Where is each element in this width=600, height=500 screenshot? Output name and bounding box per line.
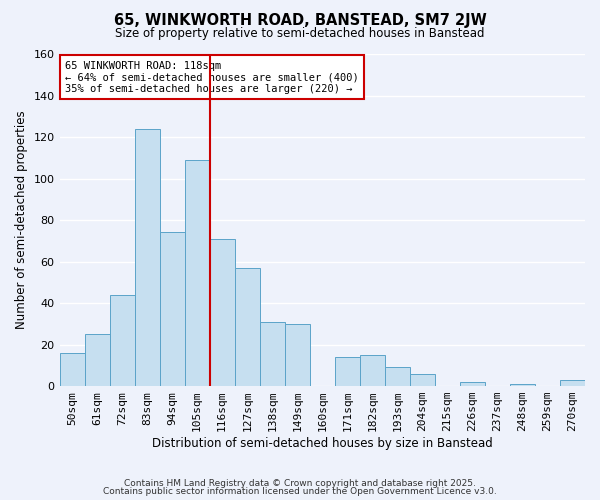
Bar xyxy=(235,268,260,386)
Bar xyxy=(285,324,310,386)
Bar xyxy=(360,355,385,386)
Bar xyxy=(110,295,134,386)
Bar xyxy=(209,238,235,386)
Bar xyxy=(510,384,535,386)
Bar xyxy=(160,232,185,386)
X-axis label: Distribution of semi-detached houses by size in Banstead: Distribution of semi-detached houses by … xyxy=(152,437,493,450)
Bar xyxy=(410,374,435,386)
Text: 65 WINKWORTH ROAD: 118sqm
← 64% of semi-detached houses are smaller (400)
35% of: 65 WINKWORTH ROAD: 118sqm ← 64% of semi-… xyxy=(65,60,359,94)
Bar xyxy=(560,380,585,386)
Text: 65, WINKWORTH ROAD, BANSTEAD, SM7 2JW: 65, WINKWORTH ROAD, BANSTEAD, SM7 2JW xyxy=(113,12,487,28)
Bar xyxy=(335,357,360,386)
Bar xyxy=(85,334,110,386)
Text: Size of property relative to semi-detached houses in Banstead: Size of property relative to semi-detach… xyxy=(115,28,485,40)
Bar xyxy=(385,368,410,386)
Bar xyxy=(134,128,160,386)
Text: Contains public sector information licensed under the Open Government Licence v3: Contains public sector information licen… xyxy=(103,487,497,496)
Bar xyxy=(59,353,85,386)
Bar xyxy=(460,382,485,386)
Text: Contains HM Land Registry data © Crown copyright and database right 2025.: Contains HM Land Registry data © Crown c… xyxy=(124,478,476,488)
Y-axis label: Number of semi-detached properties: Number of semi-detached properties xyxy=(15,110,28,330)
Bar xyxy=(185,160,209,386)
Bar xyxy=(260,322,285,386)
